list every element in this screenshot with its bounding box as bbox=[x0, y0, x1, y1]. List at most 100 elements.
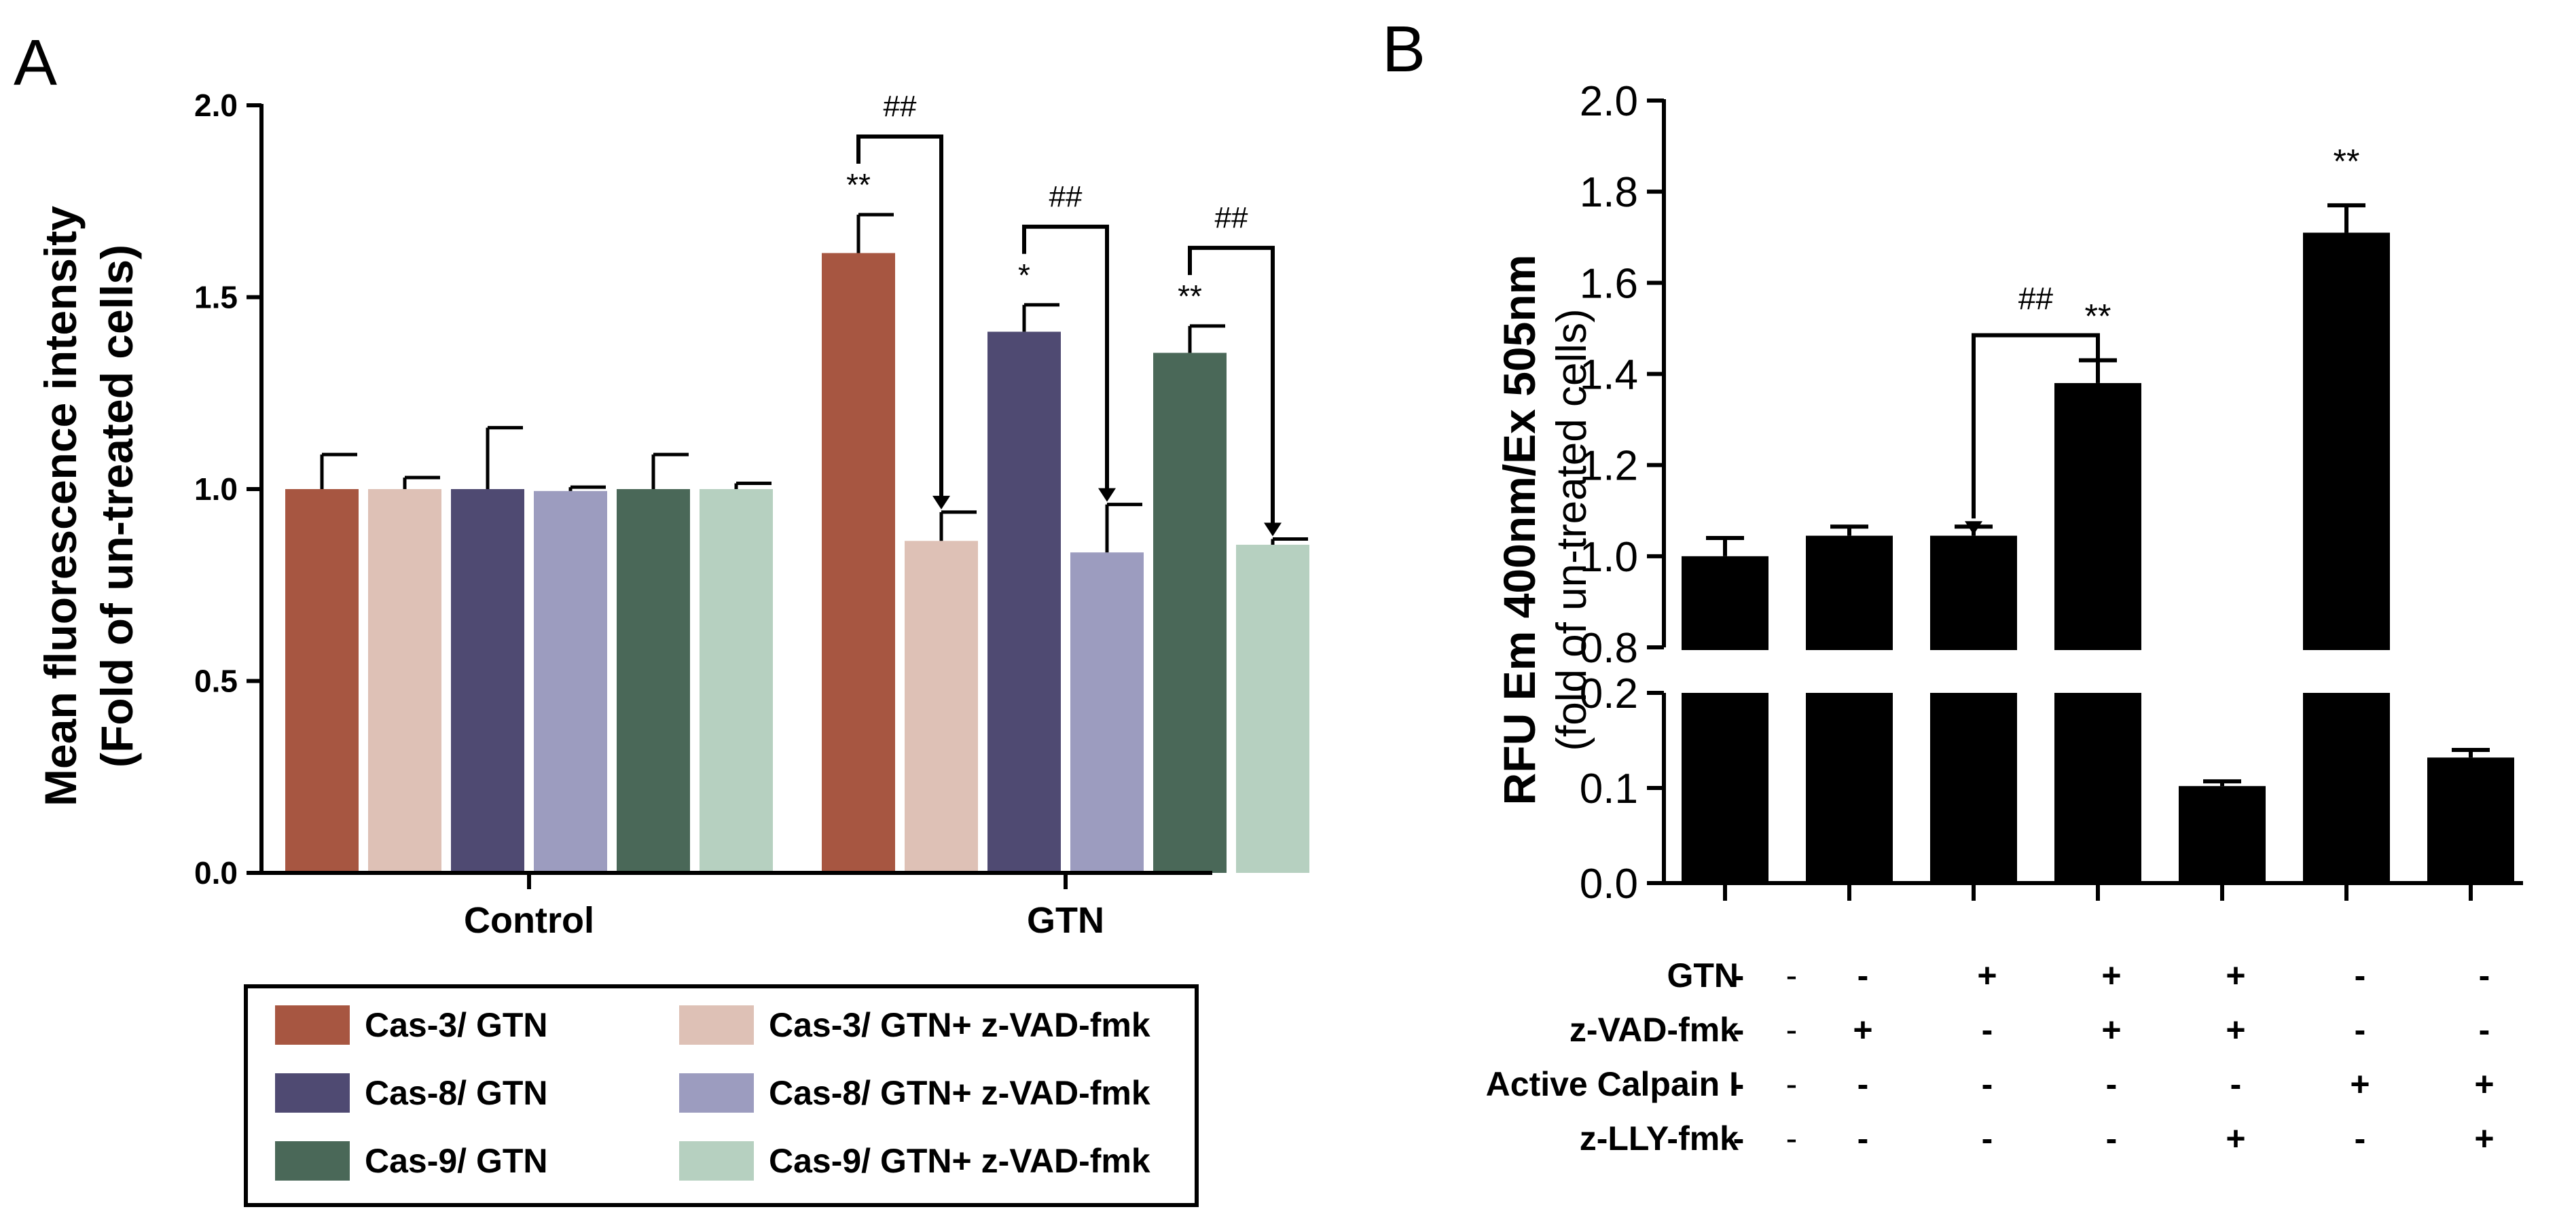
panel-b-bracket-arrowhead bbox=[1965, 521, 1982, 535]
panel-b-y-tick-label: 0.0 bbox=[1580, 861, 1638, 908]
panel-b-bar-lower-segment bbox=[2303, 693, 2390, 883]
panel-a-bracket-label: ## bbox=[1049, 180, 1083, 213]
panel-b-treatment-sign: - bbox=[1857, 956, 1869, 994]
panel-a-y-tick-label: 1.5 bbox=[194, 280, 238, 315]
panel-b-label: B bbox=[1382, 13, 1426, 86]
panel-b-bar-lower-segment bbox=[1930, 693, 2017, 883]
panel-a-significance-label: * bbox=[1018, 257, 1030, 293]
panel-b-bar bbox=[1682, 556, 1768, 650]
panel-b-treatment-sign: + bbox=[2350, 1065, 2370, 1103]
panel-a-bar bbox=[368, 489, 441, 873]
panel-a-legend-label: Cas-8/ GTN+ z-VAD-fmk bbox=[769, 1074, 1150, 1112]
panel-a-y-tick-label: 0.5 bbox=[194, 664, 238, 699]
panel-a-bar bbox=[987, 331, 1061, 874]
panel-b-treatment-sign: - bbox=[1982, 1065, 1993, 1103]
panel-a-legend-swatch bbox=[275, 1005, 350, 1045]
panel-a: A 0.00.51.01.52.0 Control GTN *****######… bbox=[14, 26, 1309, 1207]
panel-b-treatment-sign: + bbox=[1977, 956, 1997, 994]
panel-a-x-tick-label: Control bbox=[464, 900, 594, 941]
panel-b-bar bbox=[2303, 232, 2390, 651]
panel-b-treatment-sign: - bbox=[2355, 1011, 2366, 1049]
panel-b-y-tick-label: 0.1 bbox=[1580, 766, 1638, 812]
panel-a-legend-label: Cas-9/ GTN bbox=[365, 1142, 548, 1180]
panel-a-annotations: *****###### bbox=[846, 90, 1282, 537]
panel-b-y-tick-label: 0.8 bbox=[1580, 625, 1638, 672]
panel-a-bar bbox=[1153, 353, 1227, 873]
panel-b-significance-label: ** bbox=[2334, 142, 2360, 180]
panel-a-significance-label: ** bbox=[846, 167, 871, 202]
panel-a-bar bbox=[700, 489, 773, 873]
panel-a-legend: Cas-3/ GTN Cas-3/ GTN+ z-VAD-fmk Cas-8/ GT… bbox=[244, 984, 1199, 1207]
panel-b-treatment-sign: + bbox=[2474, 1119, 2494, 1158]
panel-b-treatment-sign: + bbox=[2226, 1011, 2245, 1049]
panel-b-bracket-label: ## bbox=[2018, 281, 2054, 316]
panel-a-bracket-arrowhead bbox=[1098, 488, 1116, 502]
panel-a-legend-swatch bbox=[275, 1073, 350, 1113]
panel-b-x-axis bbox=[1664, 881, 2523, 901]
panel-b-treatment-lead-sign: - bbox=[1786, 1065, 1798, 1103]
panel-a-y-axis-label-secondary: (Fold of un-treated cells) bbox=[92, 245, 142, 768]
panel-a-bar bbox=[285, 489, 359, 873]
panel-b-bar-lower-segment bbox=[2054, 693, 2141, 883]
panel-a-y-tick-label: 0.0 bbox=[194, 855, 238, 891]
panel-b-bar-lower-segment bbox=[1682, 693, 1768, 883]
panel-b-treatment-sign: + bbox=[2101, 956, 2121, 994]
panel-b-treatment-label: GTN bbox=[1667, 956, 1739, 994]
panel-b-treatment-sign: + bbox=[1853, 1011, 1872, 1049]
panel-b-treatment-sign: - bbox=[1982, 1119, 1993, 1158]
panel-b-treatment-sign: - bbox=[2355, 1119, 2366, 1158]
panel-b-y-axis-label-secondary: (fold of un-treated cells) bbox=[1548, 308, 1595, 751]
panel-a-legend-label: Cas-9/ GTN+ z-VAD-fmk bbox=[769, 1142, 1150, 1180]
panel-b-treatment-sign: + bbox=[2226, 1119, 2245, 1158]
panel-a-x-axis: Control GTN bbox=[261, 871, 1212, 941]
panel-b-y-tick-label: 1.0 bbox=[1580, 534, 1638, 581]
panel-b-treatment-sign: - bbox=[1733, 1011, 1745, 1049]
panel-a-y-axis-label: Mean fluorescence intensity bbox=[35, 206, 86, 806]
panel-a-bracket-label: ## bbox=[884, 90, 917, 123]
panel-b-treatment-sign: - bbox=[2355, 956, 2366, 994]
panel-a-bar bbox=[822, 253, 895, 873]
panel-b-y-tick-label: 1.2 bbox=[1580, 443, 1638, 490]
panel-a-bar bbox=[1070, 552, 1144, 873]
panel-b-treatment-sign: - bbox=[1733, 1119, 1745, 1158]
panel-a-bracket bbox=[1188, 245, 1275, 528]
panel-b-bracket bbox=[1972, 333, 2100, 519]
panel-a-legend-frame bbox=[244, 984, 1199, 1207]
panel-a-y-tick-label: 2.0 bbox=[194, 88, 238, 123]
panel-b-bar bbox=[1930, 535, 2017, 650]
panel-a-legend-swatch bbox=[679, 1005, 754, 1045]
panel-b-y-axis-label: RFU Em 400nm/Ex 505nm bbox=[1494, 255, 1544, 806]
panel-b-treatment-sign: - bbox=[2479, 956, 2490, 994]
panel-b-treatment-sign: - bbox=[1982, 1011, 1993, 1049]
panel-a-bars bbox=[285, 213, 1309, 874]
panel-b-bar bbox=[2179, 786, 2266, 883]
panel-a-bracket-label: ## bbox=[1215, 201, 1248, 234]
panel-b-significance-label: ** bbox=[2085, 297, 2111, 335]
panel-b-treatment-table: GTN -- - + + + - -z-VAD-fmk -- + - + + - -Active Calpa… bbox=[1486, 956, 2495, 1158]
panel-a-bar bbox=[534, 490, 607, 873]
panel-b-treatment-sign: + bbox=[2474, 1065, 2494, 1103]
panel-b-treatment-sign: - bbox=[1733, 956, 1745, 994]
panel-b-y-tick-label: 1.6 bbox=[1580, 260, 1638, 307]
panel-b-treatment-sign: - bbox=[1857, 1065, 1869, 1103]
panel-a-legend-swatch bbox=[679, 1141, 754, 1181]
panel-b-treatment-sign: + bbox=[2226, 956, 2245, 994]
panel-a-legend-swatch bbox=[275, 1141, 350, 1181]
panel-b-treatment-sign: - bbox=[2106, 1119, 2118, 1158]
panel-b-y-tick-label: 2.0 bbox=[1580, 78, 1638, 125]
panel-b-bar-lower-segment bbox=[1806, 693, 1893, 883]
panel-b-treatment-label: z-LLY-fmk bbox=[1580, 1119, 1739, 1158]
panel-b-treatment-sign: - bbox=[2230, 1065, 2242, 1103]
panel-b: B 0.81.01.21.41.61.82.00.00.10.2 ****## … bbox=[1382, 13, 2523, 1158]
panel-a-legend-swatch bbox=[679, 1073, 754, 1113]
panel-a-y-axis: 0.0 0.5 1.0 1.5 2.0 bbox=[194, 88, 264, 891]
panel-b-treatment-lead-sign: - bbox=[1786, 1011, 1798, 1049]
panel-b-treatment-lead-sign: - bbox=[1786, 1119, 1798, 1158]
panel-a-x-tick-label: GTN bbox=[1027, 900, 1104, 941]
panel-a-label: A bbox=[14, 26, 57, 99]
panel-b-bar bbox=[2054, 382, 2141, 650]
panel-b-treatment-lead-sign: - bbox=[1786, 956, 1798, 994]
panel-b-bar bbox=[2427, 757, 2514, 883]
panel-b-annotations: ** ** ## bbox=[1965, 142, 2359, 535]
